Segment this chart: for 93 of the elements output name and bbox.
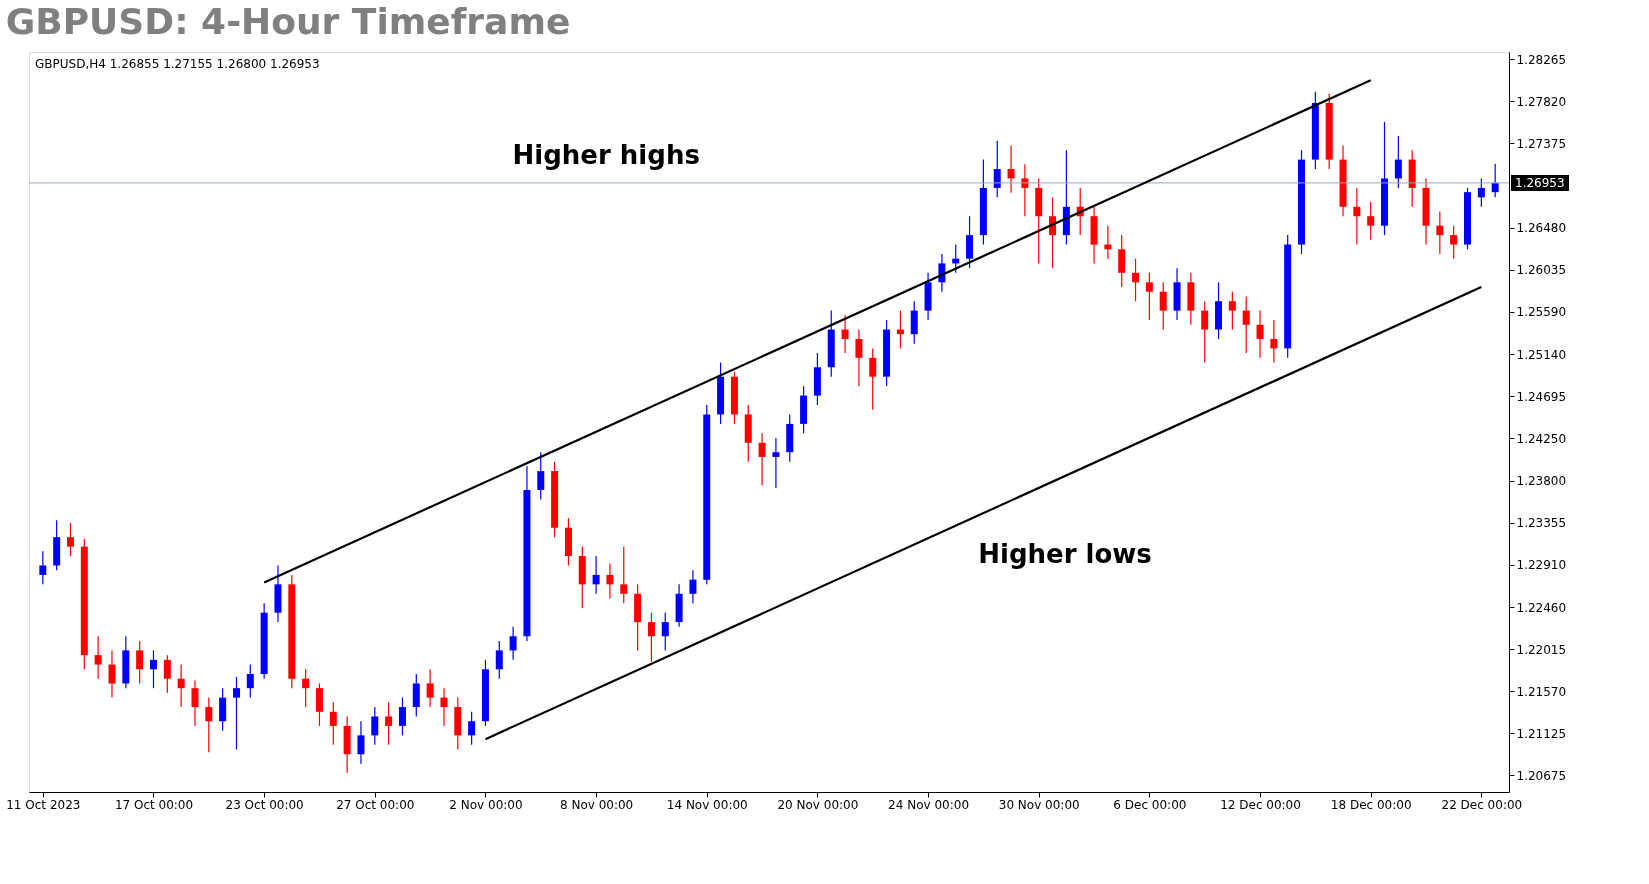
annotation: GBPUSD,H4 1.26855 1.27155 1.26800 1.26953	[35, 57, 320, 71]
candlestick	[108, 649, 116, 699]
y-tick-label: 1.24695	[1516, 389, 1567, 404]
y-tick-label: 1.26480	[1516, 221, 1567, 236]
annotation: Higher lows	[978, 539, 1152, 570]
candlestick	[219, 687, 227, 732]
candlestick	[1132, 258, 1140, 302]
candlestick	[302, 668, 310, 708]
ref-line-label: 1.26953	[1515, 175, 1565, 190]
candlestick	[177, 663, 185, 708]
candlestick	[136, 640, 144, 685]
candlestick	[205, 697, 213, 753]
candlestick	[371, 706, 379, 746]
candlestick	[1228, 291, 1236, 331]
candlestick	[1256, 310, 1264, 359]
y-tick-label: 1.25590	[1516, 305, 1567, 320]
x-tick-label: 23 Oct 00:00	[225, 797, 304, 812]
y-tick-label: 1.28265	[1516, 52, 1567, 67]
candlestick	[1201, 300, 1209, 364]
y-tick-label: 1.22910	[1516, 558, 1567, 573]
y-tick-label: 1.25140	[1516, 347, 1567, 362]
x-tick-label: 18 Dec 00:00	[1330, 797, 1412, 812]
candlestick	[1242, 295, 1250, 354]
candlestick	[910, 300, 918, 345]
y-tick-label: 1.27375	[1516, 136, 1567, 151]
candlestick	[509, 626, 517, 661]
candlestick	[855, 328, 863, 387]
x-tick-label: 8 Nov 00:00	[559, 797, 634, 812]
x-tick-label: 24 Nov 00:00	[888, 797, 970, 812]
y-tick-label: 1.27820	[1516, 94, 1567, 109]
candlestick	[1477, 177, 1485, 208]
x-tick-label: 2 Nov 00:00	[449, 797, 523, 812]
candlestick	[315, 682, 323, 727]
candlestick	[39, 550, 47, 585]
x-tick-label: 17 Oct 00:00	[114, 797, 194, 812]
y-tick-label: 1.21570	[1516, 684, 1567, 699]
candlestick	[758, 432, 766, 486]
candlestick	[232, 676, 240, 751]
candlestick	[246, 663, 254, 699]
y-tick-label: 1.23355	[1516, 516, 1567, 531]
x-tick-label: 20 Nov 00:00	[777, 797, 859, 812]
x-tick-label: 6 Dec 00:00	[1113, 797, 1187, 812]
candlestick	[606, 562, 614, 600]
x-tick-label: 22 Dec 00:00	[1441, 797, 1523, 812]
candlestick	[772, 437, 780, 489]
candlestick	[67, 522, 74, 557]
candlestick	[966, 215, 974, 269]
candlestick	[149, 649, 157, 689]
candlestick	[661, 612, 669, 652]
candlestick	[1353, 187, 1361, 246]
x-tick-label: 27 Oct 00:00	[336, 797, 415, 812]
x-tick-label: 12 Dec 00:00	[1220, 797, 1301, 812]
candlestick	[1145, 272, 1153, 321]
annotation: Higher highs	[512, 139, 700, 170]
x-tick-label: 11 Oct 2023	[6, 797, 81, 812]
candlestick	[468, 711, 476, 746]
x-tick-label: 14 Nov 00:00	[666, 797, 748, 812]
candlestick	[163, 654, 171, 694]
y-tick-label: 1.20675	[1516, 768, 1567, 783]
candlestick	[869, 347, 877, 411]
chart-title: GBPUSD: 4-Hour Timeframe	[5, 1, 571, 42]
candlestick	[1394, 135, 1402, 189]
y-tick-label: 1.21125	[1516, 726, 1567, 741]
candlestick	[357, 720, 365, 765]
candlestick	[1118, 234, 1126, 288]
candlestick	[398, 697, 406, 736]
candlestick	[1436, 210, 1444, 255]
y-tick-label: 1.26035	[1516, 263, 1567, 278]
y-tick-label: 1.23800	[1516, 474, 1567, 489]
candlestick	[1450, 225, 1458, 260]
candlestick	[1367, 201, 1375, 241]
candlestick	[94, 635, 102, 680]
y-tick-label: 1.24250	[1516, 431, 1567, 446]
candlestick	[385, 701, 393, 746]
candlestick	[440, 687, 448, 727]
candlestick	[592, 555, 600, 595]
candlestick	[191, 680, 199, 727]
candlestick	[993, 140, 1001, 198]
candlestick	[412, 673, 420, 718]
candlestick	[689, 569, 697, 604]
candlestick	[495, 640, 503, 680]
candlestick	[537, 451, 545, 500]
x-tick-label: 30 Nov 00:00	[998, 797, 1080, 812]
y-tick-label: 1.22015	[1516, 642, 1567, 657]
candlestick	[841, 314, 849, 354]
candlestick	[647, 612, 655, 663]
candlestick	[620, 545, 628, 604]
candlestick	[426, 668, 434, 708]
candlestick	[329, 701, 337, 746]
candlestick	[1159, 281, 1167, 331]
candlestick	[1007, 144, 1015, 194]
y-tick-label: 1.22460	[1516, 600, 1567, 615]
candlestick	[1270, 319, 1278, 364]
